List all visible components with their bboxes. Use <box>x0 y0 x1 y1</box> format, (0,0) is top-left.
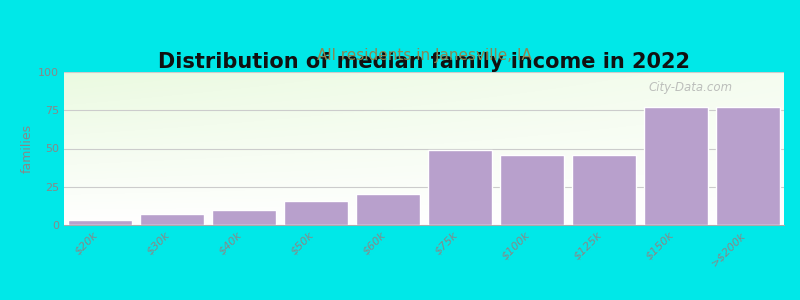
Bar <box>356 194 421 225</box>
Bar <box>643 107 709 225</box>
Bar <box>499 154 565 225</box>
Y-axis label: families: families <box>21 124 34 173</box>
Bar <box>67 220 132 225</box>
Bar <box>211 210 277 225</box>
Title: Distribution of median family income in 2022: Distribution of median family income in … <box>158 52 690 72</box>
Text: All residents in Janesville, IA: All residents in Janesville, IA <box>317 48 531 63</box>
Bar <box>139 214 205 225</box>
Bar <box>427 150 492 225</box>
Bar <box>716 107 781 225</box>
Text: City-Data.com: City-Data.com <box>648 81 733 94</box>
Bar <box>571 154 637 225</box>
Bar <box>284 200 349 225</box>
